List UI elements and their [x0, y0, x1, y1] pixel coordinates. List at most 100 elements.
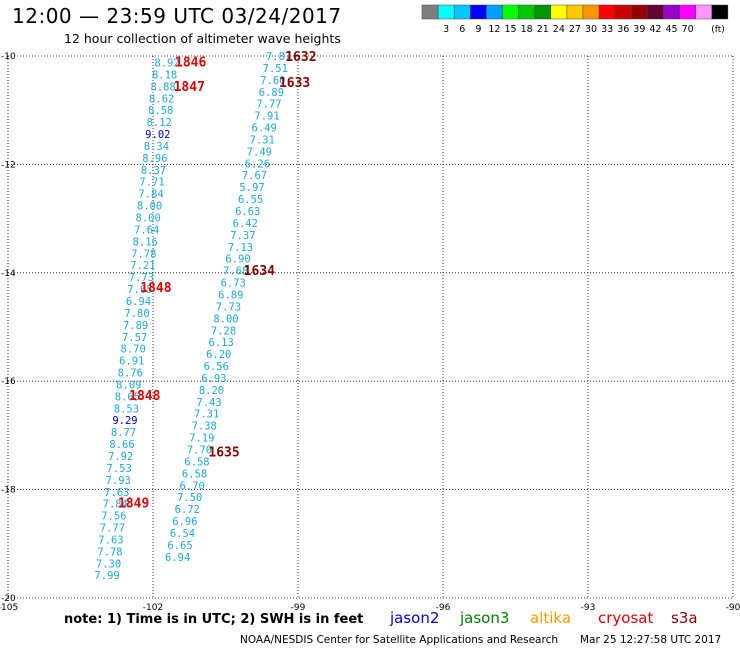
color-swatch	[421, 4, 439, 20]
units-note: note: 1) Time is in UTC; 2) SWH is in fe…	[64, 612, 364, 627]
wave-height-value: 7.80	[124, 308, 149, 320]
pass-time-label: 1633	[279, 76, 310, 91]
wave-height-value: 8.00	[136, 213, 161, 225]
wave-height-value: 7.31	[250, 134, 275, 146]
wave-height-value: 7.71	[139, 177, 164, 189]
wave-height-value: 8.09	[116, 379, 141, 391]
wave-height-value: 8.70	[121, 344, 146, 356]
color-swatch	[663, 4, 680, 20]
longitude-label: -102	[143, 603, 163, 613]
color-scale-label: 15	[505, 24, 517, 35]
color-swatch	[502, 4, 519, 20]
wave-height-value: 8.65	[115, 391, 140, 403]
wave-height-value: 7.57	[122, 332, 147, 344]
wave-height-value: 6.89	[259, 87, 284, 99]
wave-height-value: 7.77	[256, 99, 281, 111]
wave-height-value: 7.50	[177, 492, 202, 504]
wave-height-value: 6.89	[218, 289, 243, 301]
wave-height-value: 7.63	[104, 487, 129, 499]
wave-height-value: 6.65	[167, 540, 192, 552]
wave-height-value: 6.94	[165, 552, 190, 564]
wave-height-value: 6.63	[235, 206, 260, 218]
pass-time-label: 1848	[140, 281, 171, 296]
wave-height-value: 8.77	[111, 427, 136, 439]
wave-height-value: 8.76	[118, 368, 143, 380]
color-scale-label: 70	[682, 24, 694, 35]
wave-height-value: 6.20	[206, 349, 231, 361]
wave-height-value: 7.84	[138, 189, 163, 201]
wave-height-value: 8.66	[109, 439, 134, 451]
wave-height-value: 7.78	[131, 248, 156, 260]
wave-height-value: 7.28	[211, 325, 236, 337]
latitude-label: -10	[1, 52, 16, 62]
wave-height-value: 7.73	[216, 301, 241, 313]
color-swatch	[598, 4, 616, 20]
color-scale-label: 30	[585, 24, 597, 35]
wave-height-value: 6.13	[209, 337, 234, 349]
wave-height-value: 6.56	[204, 361, 229, 373]
color-swatch	[582, 4, 600, 20]
color-swatch	[631, 4, 648, 20]
latitude-label: -14	[1, 269, 16, 279]
color-scale-label: 21	[537, 24, 549, 35]
map-subtitle: 12 hour collection of altimeter wave hei…	[64, 31, 341, 46]
wave-height-value: 8.53	[114, 403, 139, 415]
pass-time-label: 1634	[244, 264, 275, 279]
wave-height-value: 7.64	[134, 224, 159, 236]
wave-height-value: 8.58	[148, 105, 173, 117]
wave-height-value: 7.84	[103, 499, 128, 511]
latitude-label: -12	[1, 160, 16, 170]
wave-height-value: 7.68	[223, 266, 248, 278]
longitude-label: -96	[436, 603, 451, 613]
wave-height-value: 7.30	[96, 558, 121, 570]
wave-height-value: 8.62	[149, 93, 174, 105]
color-scale-label: 33	[601, 24, 613, 35]
pass-time-label: 1846	[175, 55, 206, 70]
color-swatch	[437, 4, 455, 20]
latitude-label: -16	[1, 377, 16, 387]
wave-height-value: 8.88	[151, 81, 176, 93]
wave-height-value: 7.99	[94, 570, 119, 582]
wave-height-value: 7.38	[192, 421, 217, 433]
wave-height-value: 6.93	[201, 373, 226, 385]
color-swatch	[453, 4, 471, 20]
wave-height-value: 7.91	[254, 111, 279, 123]
wave-height-value: 7.53	[107, 463, 132, 475]
color-scale-label: 6	[459, 24, 465, 35]
legend-item-jason3: jason3	[460, 609, 510, 627]
color-swatch	[647, 4, 664, 20]
legend-item-s3a: s3a	[671, 609, 698, 627]
color-scale-unit: (ft)	[711, 25, 725, 35]
color-scale-label: 27	[569, 24, 581, 35]
color-scale-label: 36	[617, 24, 629, 35]
legend-item-altika: altika	[530, 609, 572, 627]
lat-lon-grid: -10 -12 -14 -16 -18 -20-105 -102 -99 -96 -93 -90	[0, 52, 740, 613]
wave-height-value: 9.02	[145, 129, 170, 141]
color-scale-label: 24	[553, 24, 565, 35]
wave-height-value: 7.92	[108, 451, 133, 463]
pass-time-label: 1847	[174, 80, 205, 95]
longitude-label: -99	[291, 603, 306, 613]
wave-height-value: 7.56	[101, 511, 126, 523]
pass-time-label: 1848	[129, 389, 160, 404]
wave-height-value: 8.34	[144, 141, 169, 153]
color-scale-label: 18	[521, 24, 533, 35]
satellite-tracks: 8.928.188.888.628.588.129.028.348.968.37…	[94, 50, 316, 582]
color-swatch	[534, 4, 552, 20]
wave-height-value: 7.63	[98, 534, 123, 546]
wave-height-value: 8.20	[199, 385, 224, 397]
longitude-label: -93	[581, 603, 596, 613]
longitude-label: -105	[0, 603, 18, 613]
wave-height-value: 6.42	[233, 218, 258, 230]
wave-height-value: 8.16	[133, 236, 158, 248]
color-swatch	[470, 4, 487, 20]
wave-height-value: 6.91	[119, 356, 144, 368]
wave-height-value: 7.31	[194, 409, 219, 421]
color-swatch	[486, 4, 503, 20]
color-scale-label: 3	[443, 24, 449, 35]
wave-height-value: 8.00	[213, 313, 238, 325]
wave-height-value: 6.55	[238, 194, 263, 206]
wave-height-value: 7.89	[123, 320, 148, 332]
wave-height-value: 7.70	[187, 444, 212, 456]
wave-height-value: 8.92	[154, 58, 179, 70]
